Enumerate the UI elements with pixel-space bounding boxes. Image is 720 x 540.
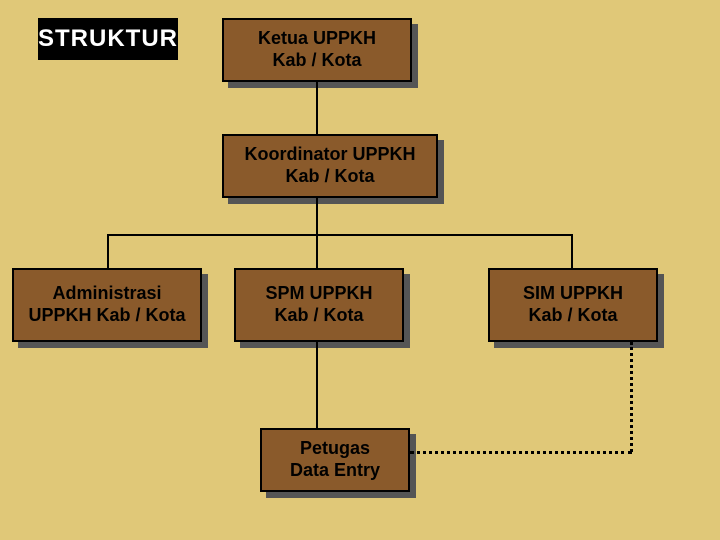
node-sim: SIM UPPKHKab / Kota: [488, 268, 658, 342]
node-box: Ketua UPPKHKab / Kota: [222, 18, 412, 82]
connector-c1: [316, 82, 318, 134]
node-admin: AdministrasiUPPKH Kab / Kota: [12, 268, 202, 342]
node-line2: Kab / Kota: [274, 305, 363, 327]
node-line2: Kab / Kota: [272, 50, 361, 72]
connector-c6: [571, 234, 573, 268]
node-box: SIM UPPKHKab / Kota: [488, 268, 658, 342]
node-petugas: PetugasData Entry: [260, 428, 410, 492]
node-line1: Koordinator UPPKH: [245, 144, 416, 166]
connector-d2: [410, 451, 632, 454]
connector-c5: [316, 234, 318, 268]
connector-c4: [107, 234, 109, 268]
node-line1: Petugas: [300, 438, 370, 460]
node-line1: SIM UPPKH: [523, 283, 623, 305]
node-spm: SPM UPPKHKab / Kota: [234, 268, 404, 342]
node-line2: Kab / Kota: [528, 305, 617, 327]
node-line1: Ketua UPPKH: [258, 28, 376, 50]
diagram-title: STRUKTUR: [38, 18, 178, 60]
diagram-title-text: STRUKTUR: [38, 25, 178, 53]
node-line2: Kab / Kota: [285, 166, 374, 188]
node-ketua: Ketua UPPKHKab / Kota: [222, 18, 412, 82]
node-line2: Data Entry: [290, 460, 380, 482]
connector-c3: [107, 234, 573, 236]
node-koordinator: Koordinator UPPKHKab / Kota: [222, 134, 438, 198]
connector-c2: [316, 198, 318, 234]
node-line2: UPPKH Kab / Kota: [28, 305, 185, 327]
connector-c7: [316, 342, 318, 428]
node-line1: Administrasi: [52, 283, 161, 305]
node-box: SPM UPPKHKab / Kota: [234, 268, 404, 342]
node-box: Koordinator UPPKHKab / Kota: [222, 134, 438, 198]
connector-d1: [630, 342, 633, 452]
node-line1: SPM UPPKH: [265, 283, 372, 305]
node-box: PetugasData Entry: [260, 428, 410, 492]
node-box: AdministrasiUPPKH Kab / Kota: [12, 268, 202, 342]
